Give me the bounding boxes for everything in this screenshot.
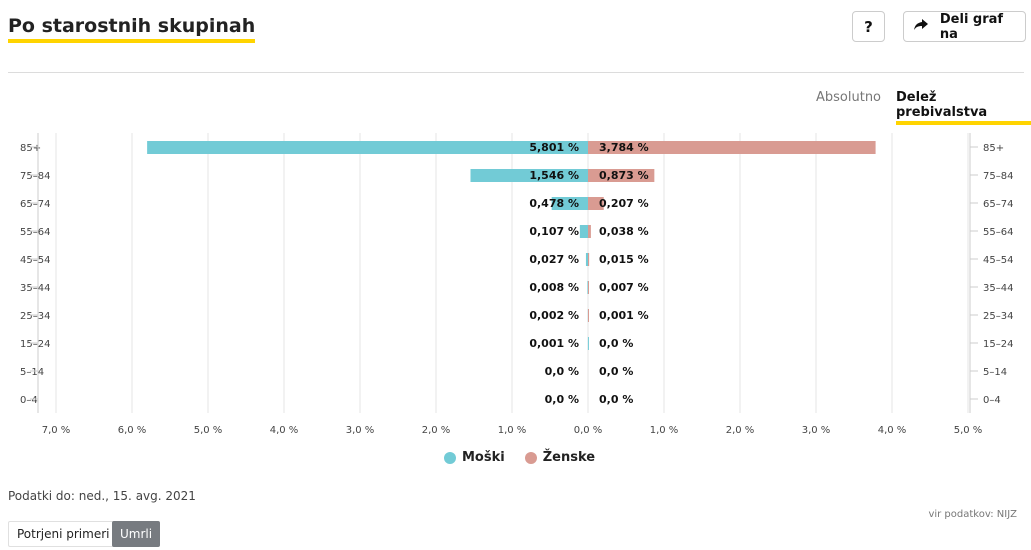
y-category-label-left: 45–54 — [20, 255, 50, 266]
y-category-label-left: 55–64 — [20, 227, 50, 238]
y-category-label-right: 75–84 — [983, 171, 1013, 182]
bar-women — [588, 225, 591, 238]
y-category-label-left: 0–4 — [20, 395, 38, 406]
bar-men — [579, 225, 588, 238]
data-label-men: 0,027 % — [529, 253, 579, 266]
legend-dot-men — [444, 451, 456, 464]
y-category-label-left: 75–84 — [20, 171, 50, 182]
bar-women — [588, 253, 590, 266]
data-label-women: 0,207 % — [599, 197, 649, 210]
x-tick-label: 5,0 % — [194, 425, 223, 435]
help-button[interactable]: ? — [852, 11, 885, 42]
y-category-label-right: 45–54 — [983, 255, 1013, 266]
data-label-women: 0,001 % — [599, 309, 649, 322]
data-label-men: 0,478 % — [529, 197, 579, 210]
help-label: ? — [864, 17, 873, 36]
data-label-men: 5,801 % — [529, 141, 579, 154]
data-label-women: 0,007 % — [599, 281, 649, 294]
y-category-label-right: 5–14 — [983, 367, 1007, 378]
share-button[interactable]: Deli graf na — [903, 11, 1026, 42]
toggle-absolute[interactable]: Absolutno — [816, 90, 882, 105]
x-tick-label: 4,0 % — [270, 425, 299, 435]
bar-women — [588, 281, 589, 294]
x-tick-label: 7,0 % — [42, 425, 71, 435]
bar-men — [147, 141, 588, 154]
data-label-men: 0,0 % — [545, 393, 579, 406]
legend-item-women[interactable]: Ženske — [524, 450, 596, 465]
x-tick-label: 3,0 % — [802, 425, 831, 435]
data-label-women: 3,784 % — [599, 141, 649, 154]
bar-women — [588, 141, 876, 154]
data-label-women: 0,0 % — [599, 393, 633, 406]
x-tick-label: 0,0 % — [574, 425, 603, 435]
data-label-men: 0,008 % — [529, 281, 579, 294]
y-category-label-left: 85+ — [20, 143, 41, 154]
y-category-label-right: 0–4 — [983, 395, 1001, 406]
bar-men — [587, 281, 589, 294]
toggle-population-share[interactable]: Delež prebivalstva — [896, 90, 1031, 125]
share-label: Deli graf na — [939, 11, 1004, 42]
data-label-women: 0,0 % — [599, 337, 633, 350]
data-updated-text: Podatki do: ned., 15. avg. 2021 — [8, 489, 196, 503]
data-label-men: 0,001 % — [529, 337, 579, 350]
legend-item-men[interactable]: Moški — [444, 450, 505, 465]
bar-women — [588, 169, 655, 182]
data-label-women: 0,0 % — [599, 365, 633, 378]
y-category-label-right: 35–44 — [983, 283, 1013, 294]
data-source-text: vir podatkov: NIJZ — [928, 509, 1017, 520]
header-divider — [8, 72, 1024, 73]
chart-legend: Moški Ženske — [444, 450, 615, 465]
y-category-label-right: 55–64 — [983, 227, 1013, 238]
bar-men — [470, 169, 588, 182]
x-tick-label: 3,0 % — [346, 425, 375, 435]
x-tick-label: 5,0 % — [954, 425, 983, 435]
data-label-women: 0,873 % — [599, 169, 649, 182]
x-tick-label: 2,0 % — [726, 425, 755, 435]
legend-label-men: Moški — [462, 450, 505, 465]
data-label-men: 0,0 % — [545, 365, 579, 378]
bar-women — [588, 309, 589, 322]
share-arrow-icon — [914, 18, 930, 35]
y-category-label-left: 35–44 — [20, 283, 50, 294]
bar-men — [587, 337, 589, 350]
x-tick-label: 4,0 % — [878, 425, 907, 435]
legend-dot-women — [524, 451, 537, 464]
tab-deaths[interactable]: Umrli — [112, 521, 161, 547]
x-tick-label: 2,0 % — [422, 425, 451, 435]
data-label-men: 0,002 % — [529, 309, 579, 322]
y-category-label-left: 5–14 — [20, 367, 44, 378]
data-label-women: 0,015 % — [599, 253, 649, 266]
age-pyramid-chart: 7,0 % 6,0 % 5,0 % 4,0 % 3,0 % 2,0 % 1,0 % 0,0 %… — [20, 133, 1013, 435]
y-category-label-right: 65–74 — [983, 199, 1013, 210]
y-category-label-left: 25–34 — [20, 311, 50, 322]
data-label-men: 0,107 % — [529, 225, 579, 238]
x-tick-label: 6,0 % — [118, 425, 147, 435]
y-category-label-left: 15–24 — [20, 339, 50, 350]
x-tick-label: 1,0 % — [498, 425, 527, 435]
x-tick-label: 1,0 % — [650, 425, 679, 435]
data-label-men: 1,546 % — [529, 169, 579, 182]
y-category-label-left: 65–74 — [20, 199, 50, 210]
y-category-label-right: 85+ — [983, 143, 1004, 154]
y-category-label-right: 25–34 — [983, 311, 1013, 322]
bar-men — [551, 197, 588, 210]
data-label-women: 0,038 % — [599, 225, 649, 238]
y-category-label-right: 15–24 — [983, 339, 1013, 350]
bar-men — [585, 253, 588, 266]
tab-confirmed-cases[interactable]: Potrjeni primeri — [8, 521, 119, 547]
chart-title: Po starostnih skupinah — [8, 14, 256, 43]
bar-women — [588, 197, 604, 210]
legend-label-women: Ženske — [542, 450, 596, 465]
